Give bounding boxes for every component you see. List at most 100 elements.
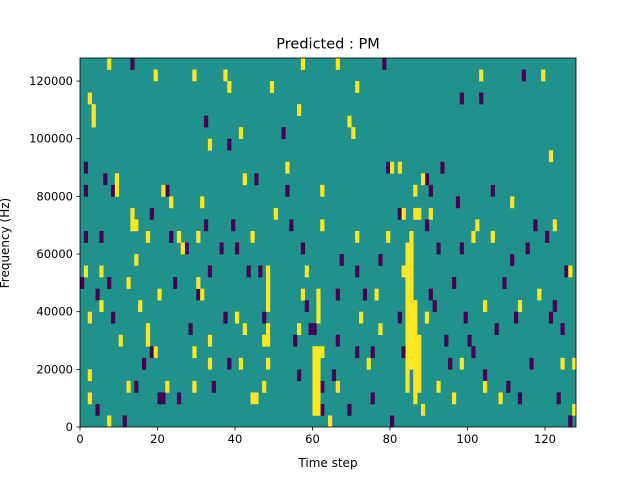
high-power-cell (316, 357, 321, 370)
low-power-cell (304, 300, 309, 312)
high-power-cell (176, 230, 182, 243)
high-power-cell (417, 207, 422, 220)
low-power-cell (99, 230, 104, 243)
high-power-cell (537, 288, 542, 301)
low-power-cell (176, 392, 182, 405)
high-power-cell (118, 334, 123, 347)
high-power-cell (83, 265, 89, 278)
low-power-cell (347, 403, 352, 416)
high-power-cell (207, 138, 213, 151)
high-power-cell (413, 357, 418, 370)
low-power-cell (281, 127, 286, 140)
high-power-cell (223, 69, 228, 82)
low-power-cell (428, 288, 433, 301)
low-power-cell (490, 184, 495, 197)
x-tick-label: 20 (150, 432, 165, 446)
low-power-cell (455, 196, 461, 209)
high-power-cell (145, 334, 151, 347)
high-power-cell (316, 346, 321, 359)
low-power-cell (196, 288, 201, 301)
high-power-cell (409, 300, 414, 312)
low-power-cell (95, 403, 100, 416)
high-power-cell (517, 300, 523, 312)
high-power-cell (297, 104, 302, 116)
low-power-cell (204, 115, 209, 128)
high-power-cell (405, 311, 410, 324)
high-power-cell (157, 288, 162, 301)
high-power-cell (405, 357, 410, 370)
high-power-cell (483, 380, 488, 393)
high-power-cell (401, 265, 406, 278)
high-power-cell (409, 242, 414, 255)
high-power-cell (490, 230, 495, 243)
high-power-cell (196, 230, 201, 243)
low-power-cell (83, 161, 89, 174)
low-power-cell (111, 311, 116, 324)
high-power-cell (428, 207, 433, 220)
high-power-cell (266, 323, 271, 336)
low-power-cell (560, 323, 565, 336)
low-power-cell (83, 184, 89, 197)
high-power-cell (471, 230, 476, 243)
high-power-cell (130, 207, 135, 220)
low-power-cell (300, 242, 306, 255)
high-power-cell (87, 369, 92, 382)
high-power-cell (169, 196, 174, 209)
high-power-cell (130, 219, 135, 232)
high-power-cell (207, 334, 213, 347)
high-power-cell (87, 92, 92, 105)
x-tick-label: 40 (228, 432, 243, 446)
high-power-cell (413, 323, 418, 336)
low-power-cell (149, 207, 154, 220)
low-power-cell (188, 323, 193, 336)
high-power-cell (421, 403, 426, 416)
high-power-cell (405, 346, 410, 359)
low-power-cell (149, 346, 154, 359)
high-power-cell (405, 254, 410, 266)
high-power-cell (405, 300, 410, 312)
low-power-cell (390, 415, 395, 428)
low-power-cell (355, 265, 360, 278)
low-power-cell (564, 265, 569, 278)
high-power-cell (161, 184, 166, 197)
high-power-cell (192, 69, 197, 82)
low-power-cell (335, 334, 340, 347)
low-power-cell (494, 323, 499, 336)
low-power-cell (169, 230, 174, 243)
low-power-cell (506, 380, 511, 393)
high-power-cell (262, 334, 267, 347)
low-power-cell (122, 415, 127, 428)
x-tick-label: 80 (383, 432, 398, 446)
low-power-cell (424, 219, 430, 232)
high-power-cell (238, 127, 244, 140)
high-power-cell (359, 311, 364, 324)
y-tick-label: 20000 (36, 362, 73, 376)
high-power-cell (266, 300, 271, 312)
high-power-cell (114, 184, 120, 197)
low-power-cell (289, 219, 294, 232)
low-power-cell (157, 392, 162, 405)
low-power-cell (514, 311, 519, 324)
high-power-cell (409, 230, 414, 243)
high-power-cell (510, 196, 515, 209)
high-power-cell (413, 311, 418, 324)
low-power-cell (355, 346, 360, 359)
high-power-cell (409, 323, 414, 336)
high-power-cell (479, 69, 484, 82)
x-tick-label: 60 (305, 432, 320, 446)
high-power-cell (409, 311, 414, 324)
high-power-cell (316, 288, 321, 301)
y-axis-label: Frequency (Hz) (0, 198, 12, 289)
high-power-cell (134, 254, 139, 266)
high-power-cell (304, 265, 309, 278)
high-power-cell (424, 311, 430, 324)
high-power-cell (475, 219, 480, 232)
y-tick-label: 80000 (36, 189, 73, 203)
low-power-cell (231, 219, 236, 232)
low-power-cell (517, 392, 523, 405)
high-power-cell (347, 115, 352, 128)
low-power-cell (545, 230, 550, 243)
high-power-cell (126, 380, 131, 393)
low-power-cell (83, 230, 89, 243)
